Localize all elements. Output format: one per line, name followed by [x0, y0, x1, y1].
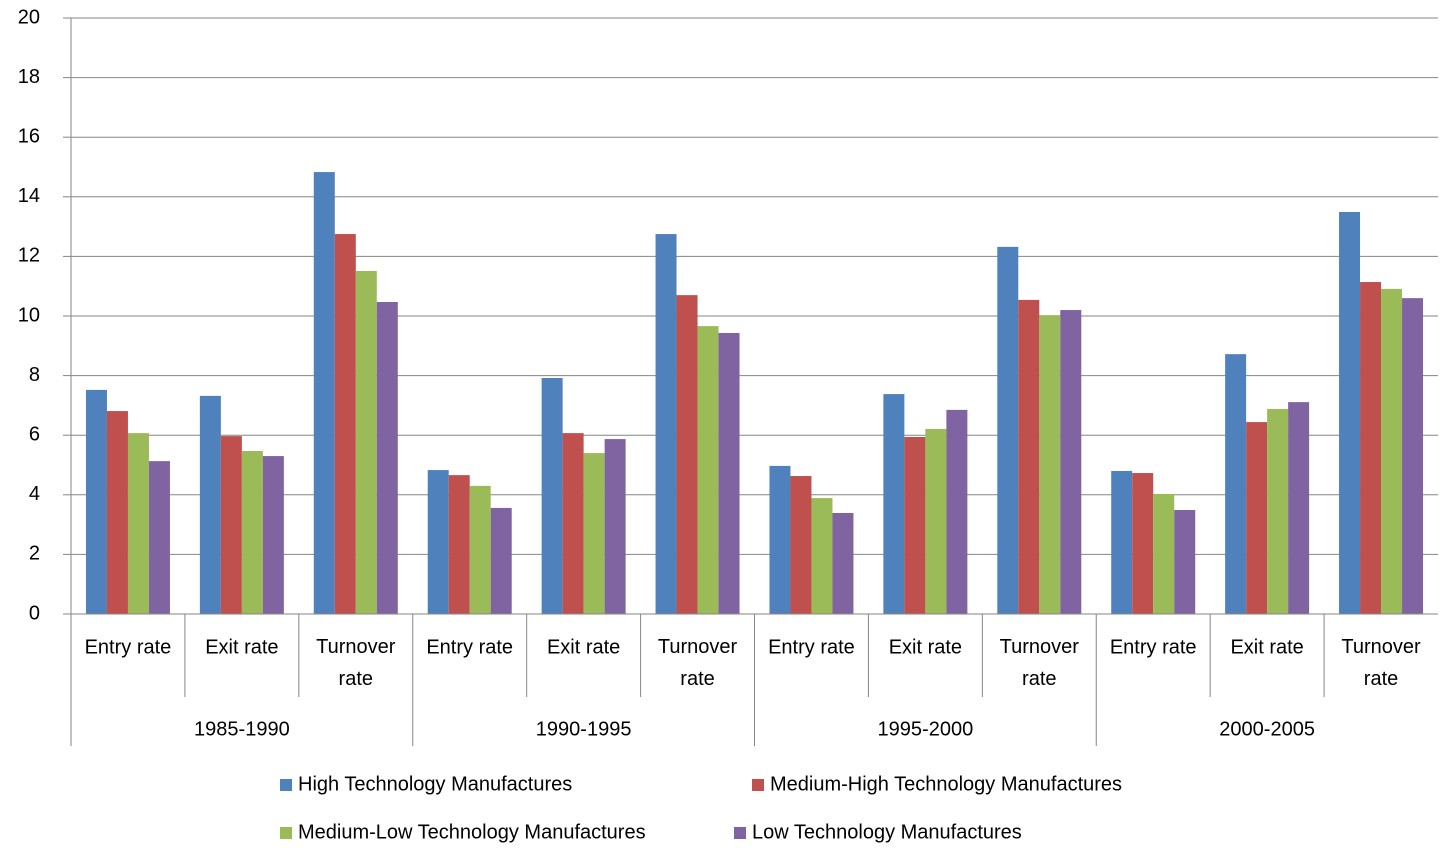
x-tick-label: Exit rate [1230, 636, 1303, 658]
x-tick-label: Entry rate [1110, 636, 1197, 658]
bar [1288, 402, 1310, 614]
legend-label: High Technology Manufactures [298, 773, 572, 795]
x-tick-label: Entry rate [85, 636, 172, 658]
bar [769, 465, 791, 614]
bar [427, 470, 449, 614]
bar [469, 485, 491, 614]
bar [583, 453, 605, 614]
bar [1339, 211, 1361, 615]
bar [490, 507, 512, 614]
bar [85, 389, 107, 614]
bar [925, 428, 947, 614]
bar [1381, 288, 1403, 614]
y-tick-label: 16 [18, 125, 40, 147]
bar [904, 436, 926, 614]
bar [562, 433, 584, 614]
bar [541, 377, 563, 614]
bar [811, 498, 833, 614]
legend-label: Medium-Low Technology Manufactures [298, 821, 646, 843]
legend-label: Low Technology Manufactures [752, 821, 1022, 843]
legend-swatch [752, 779, 764, 791]
bar [676, 295, 698, 614]
y-tick-label: 20 [18, 6, 40, 28]
legend-swatch [734, 827, 746, 839]
bar [313, 172, 335, 615]
bar [790, 476, 812, 614]
bar [1402, 298, 1424, 614]
y-tick-label: 4 [29, 483, 40, 505]
legend-swatch [280, 827, 292, 839]
x-tick-label: Exit rate [889, 636, 962, 658]
bar [148, 461, 170, 614]
bar [448, 475, 470, 614]
bar [697, 326, 719, 614]
bar [127, 433, 149, 614]
y-tick-label: 2 [29, 543, 40, 565]
bar [1267, 408, 1289, 614]
bar [1246, 422, 1268, 614]
bar [1360, 282, 1382, 614]
group-label: 2000-2005 [1219, 718, 1315, 740]
bar [883, 394, 905, 614]
legend-swatch [280, 779, 292, 791]
bar [241, 450, 263, 614]
x-tick-label: Entry rate [768, 636, 855, 658]
x-tick-label: Turnover rate [1341, 636, 1421, 690]
x-tick-label: Exit rate [205, 636, 278, 658]
legend-label: Medium-High Technology Manufactures [770, 773, 1122, 795]
bar [718, 332, 740, 614]
bar [1153, 493, 1175, 614]
bar [199, 395, 221, 614]
bar [1039, 315, 1061, 614]
bar [832, 512, 854, 614]
y-tick-label: 0 [29, 602, 40, 624]
bar [220, 436, 242, 614]
y-tick-label: 14 [18, 185, 40, 207]
bar [604, 439, 626, 614]
bar [946, 409, 968, 614]
x-tick-label: Turnover rate [1000, 636, 1080, 690]
group-label: 1985-1990 [194, 718, 290, 740]
y-tick-label: 6 [29, 423, 40, 445]
group-label: 1990-1995 [536, 718, 632, 740]
bar [655, 234, 677, 615]
y-tick-label: 8 [29, 364, 40, 386]
bar [1132, 473, 1154, 614]
bar [1174, 509, 1196, 614]
bar [997, 246, 1019, 614]
y-tick-label: 18 [18, 66, 40, 88]
bar [262, 456, 284, 614]
bar [376, 301, 398, 614]
bar [1111, 470, 1133, 614]
x-tick-label: Exit rate [547, 636, 620, 658]
x-tick-label: Turnover rate [658, 636, 738, 690]
y-tick-label: 12 [18, 245, 40, 267]
x-tick-label: Turnover rate [316, 636, 396, 690]
bar [1225, 354, 1247, 614]
x-tick-label: Entry rate [426, 636, 513, 658]
group-label: 1995-2000 [878, 718, 974, 740]
y-tick-label: 10 [18, 304, 40, 326]
bar [106, 411, 128, 614]
bar [1018, 299, 1040, 614]
bar [355, 271, 377, 614]
bar [1060, 310, 1082, 614]
bar [334, 234, 356, 615]
